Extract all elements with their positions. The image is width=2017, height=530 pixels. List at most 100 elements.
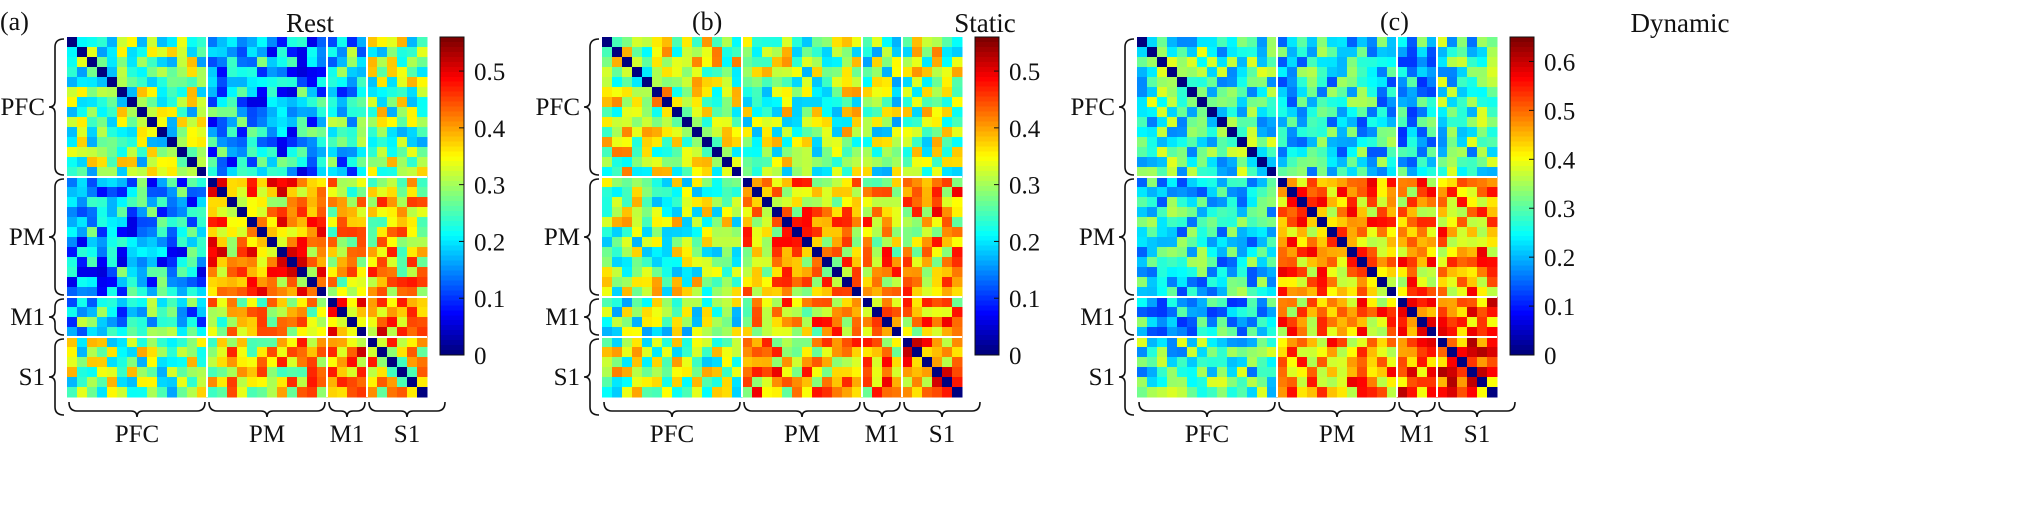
heatmap-cell: [1167, 117, 1178, 128]
heatmap-cell: [1197, 47, 1208, 58]
heatmap-cell: [852, 107, 863, 118]
heatmap-cell: [1137, 217, 1148, 228]
heatmap-cell: [287, 207, 298, 218]
heatmap-cell: [882, 147, 893, 158]
heatmap-cell: [1247, 357, 1258, 368]
colorbar-segment: [440, 81, 464, 88]
heatmap-cell: [732, 337, 743, 348]
heatmap-cell: [802, 357, 813, 368]
heatmap-cell: [1337, 137, 1348, 148]
heatmap-cell: [217, 217, 228, 228]
heatmap-cell: [147, 187, 158, 198]
heatmap-cell: [1397, 87, 1408, 98]
heatmap-cell: [912, 247, 923, 258]
heatmap-cell: [772, 47, 783, 58]
heatmap-cell: [1187, 177, 1198, 188]
heatmap-cell: [1447, 267, 1458, 278]
heatmap-cell: [287, 307, 298, 318]
heatmap-cell: [1167, 137, 1178, 148]
heatmap-cell: [1247, 117, 1258, 128]
colorbar-segment: [975, 146, 999, 152]
heatmap-cell: [177, 207, 188, 218]
heatmap-cell: [357, 87, 368, 98]
heatmap-cell: [1157, 57, 1168, 68]
heatmap-cell: [287, 117, 298, 128]
heatmap-cell: [662, 227, 673, 238]
heatmap-cell: [752, 117, 763, 128]
heatmap-cell: [1457, 57, 1468, 68]
heatmap-cell: [662, 157, 673, 168]
heatmap-cell: [197, 97, 208, 108]
heatmap-cell: [367, 237, 378, 248]
heatmap-cell: [1297, 207, 1308, 218]
colorbar-segment: [1510, 225, 1534, 232]
heatmap-cell: [742, 117, 753, 128]
heatmap-cell: [922, 237, 933, 248]
heatmap-cell: [732, 217, 743, 228]
heatmap-cell: [1477, 177, 1488, 188]
heatmap-cell: [137, 207, 148, 218]
heatmap-cell: [872, 47, 883, 58]
heatmap-cell: [1337, 227, 1348, 238]
heatmap-cell: [602, 137, 613, 148]
heatmap-cell: [1167, 267, 1178, 278]
heatmap-cell: [712, 57, 723, 68]
heatmap-cell: [247, 107, 258, 118]
heatmap-cell: [1407, 277, 1418, 288]
heatmap-cell: [1377, 297, 1388, 308]
heatmap-cell: [397, 297, 408, 308]
heatmap-cell: [672, 257, 683, 268]
heatmap-cell: [127, 47, 138, 58]
colorbar-segment: [1510, 260, 1534, 267]
heatmap-cell: [852, 97, 863, 108]
heatmap-cell: [762, 287, 773, 298]
heatmap-cell: [107, 257, 118, 268]
heatmap-cell: [1397, 207, 1408, 218]
heatmap-cell: [107, 297, 118, 308]
heatmap-cell: [1177, 217, 1188, 228]
heatmap-cell: [642, 247, 653, 258]
heatmap-cell: [1267, 217, 1278, 228]
heatmap-cell: [1187, 77, 1198, 88]
heatmap-cell: [267, 247, 278, 258]
heatmap-cell: [652, 287, 663, 298]
heatmap-cell: [257, 277, 268, 288]
heatmap-cell: [287, 257, 298, 268]
heatmap-cell: [1417, 387, 1428, 398]
colorbar-segment: [1510, 56, 1534, 63]
heatmap-cell: [822, 197, 833, 208]
heatmap-cell: [1197, 317, 1208, 328]
heatmap-cell: [832, 147, 843, 158]
heatmap-cell: [1207, 297, 1218, 308]
heatmap-cell: [157, 287, 168, 298]
heatmap-cell: [357, 187, 368, 198]
heatmap-cell: [1137, 87, 1148, 98]
heatmap-cell: [872, 127, 883, 138]
heatmap-cell: [782, 147, 793, 158]
heatmap-cell: [1467, 107, 1478, 118]
heatmap-cell: [1217, 287, 1228, 298]
heatmap-cell: [1257, 47, 1268, 58]
heatmap-cell: [1317, 277, 1328, 288]
colorbar-segment: [975, 71, 999, 78]
heatmap-cell: [1197, 297, 1208, 308]
heatmap-cell: [912, 237, 923, 248]
heatmap-cell: [417, 107, 428, 118]
heatmap-cell: [652, 267, 663, 278]
heatmap-cell: [1227, 57, 1238, 68]
heatmap-cell: [1377, 97, 1388, 108]
heatmap-cell: [277, 357, 288, 368]
heatmap-cell: [267, 327, 278, 338]
heatmap-cell: [732, 377, 743, 388]
heatmap-cell: [147, 47, 158, 58]
heatmap-cell: [832, 267, 843, 278]
heatmap-cell: [317, 357, 328, 368]
heatmap-cell: [157, 57, 168, 68]
heatmap-cell: [762, 367, 773, 378]
heatmap-cell: [832, 317, 843, 328]
heatmap-cell: [267, 177, 278, 188]
heatmap-cell: [1177, 337, 1188, 348]
heatmap-cell: [257, 287, 268, 298]
heatmap-cell: [1197, 37, 1208, 48]
heatmap-cell: [1397, 97, 1408, 108]
